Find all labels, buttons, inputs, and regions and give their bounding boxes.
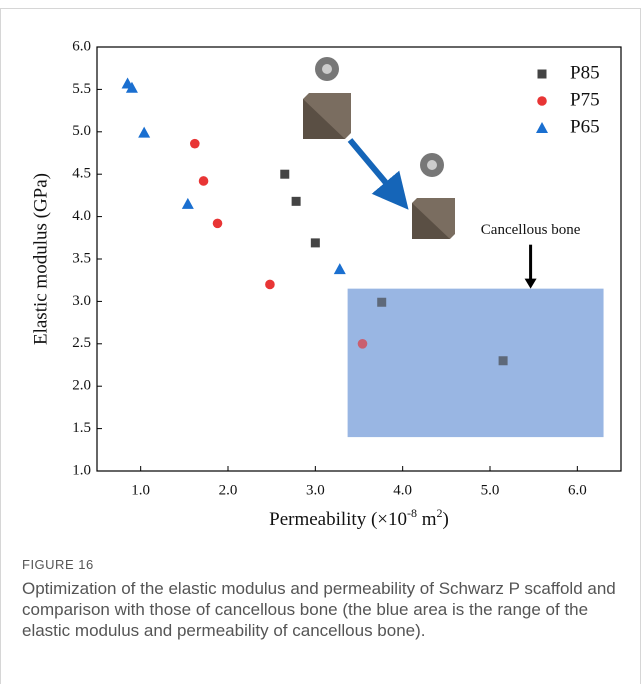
point	[190, 139, 200, 149]
x-axis-label-part: m	[417, 509, 437, 530]
x-tick-label: 6.0	[568, 482, 587, 498]
x-tick-label: 3.0	[306, 482, 325, 498]
y-axis-label: Elastic modulus (GPa)	[30, 173, 51, 345]
y-tick-label: 3.0	[72, 293, 91, 309]
point	[213, 219, 223, 229]
caption: Optimization of the elastic modulus and …	[22, 578, 622, 641]
legend-marker	[537, 96, 547, 106]
page: Cancellous bone 1.0 2.0 3.0 4.0 5.0 6.0 1.0 1.5 2…	[0, 0, 643, 687]
x-axis-label-part: -8	[407, 506, 417, 520]
figure-label: FIGURE 16	[22, 557, 94, 572]
point	[292, 197, 301, 206]
legend-marker	[538, 70, 547, 79]
y-tick-label: 5.0	[72, 123, 91, 139]
scaffold-icon	[303, 57, 455, 239]
region-arrow-head	[525, 279, 537, 289]
point	[334, 263, 346, 274]
legend-marker	[536, 122, 548, 133]
chart: Cancellous bone 1.0 2.0 3.0 4.0 5.0 6.0 1.0 1.5 2…	[0, 0, 643, 550]
legend-label: P75	[570, 89, 600, 110]
legend-label: P85	[570, 62, 600, 83]
point	[182, 198, 194, 209]
point	[138, 127, 150, 138]
y-tick-label: 4.5	[72, 166, 91, 182]
point	[280, 170, 289, 179]
point	[311, 238, 320, 247]
legend-label: P65	[570, 116, 600, 137]
arrow	[350, 140, 397, 196]
x-tick-label: 1.0	[131, 482, 150, 498]
point	[199, 176, 209, 186]
x-tick-label: 4.0	[393, 482, 412, 498]
x-tick-label: 5.0	[481, 482, 500, 498]
y-tick-label: 2.5	[72, 335, 91, 351]
y-tick-label: 3.5	[72, 250, 91, 266]
y-tick-label: 6.0	[72, 38, 91, 54]
y-tick-label: 4.0	[72, 208, 91, 224]
x-axis-label: Permeability (×10-8 m2)	[269, 506, 449, 531]
y-tick-label: 1.0	[72, 462, 91, 478]
y-tick-label: 1.5	[72, 420, 91, 436]
y-tick-label: 2.0	[72, 378, 91, 394]
region-overlay	[348, 289, 604, 437]
point	[265, 280, 275, 290]
x-tick-label: 2.0	[219, 482, 238, 498]
region-label: Cancellous bone	[481, 222, 581, 238]
x-axis-label-part: Permeability (×10	[269, 509, 407, 530]
y-tick-label: 5.5	[72, 81, 91, 97]
x-axis-label-part: )	[443, 509, 449, 530]
